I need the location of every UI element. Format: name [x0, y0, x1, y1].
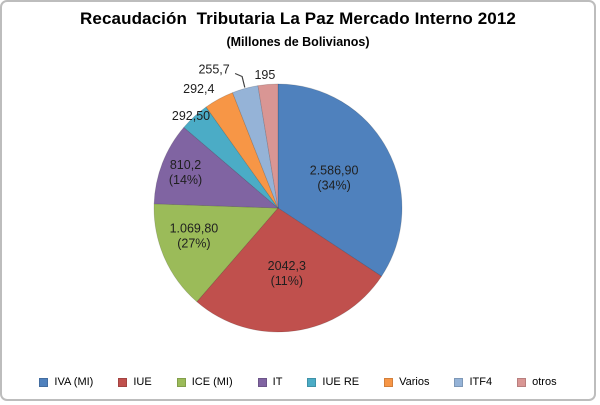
pie-slice-varios	[205, 92, 279, 209]
legend-label-varios: Varios	[399, 376, 430, 388]
legend-item-itf4: ITF4	[454, 376, 492, 388]
legend-label-ice-mi: ICE (MI)	[191, 376, 233, 388]
chart-subtitle: (Millones de Bolivianos)	[226, 35, 370, 49]
legend-label-itf4: ITF4	[469, 376, 493, 388]
legend-label-iue: IUE	[133, 376, 152, 388]
chart-legend: IVA (MI) IUE ICE (MI) IT IUE RE Varios ITF4 otr…	[2, 376, 594, 388]
slice-label-ice-mi: 1.069,80 (27%)	[170, 222, 219, 251]
legend-marker-varios	[384, 377, 394, 387]
legend-marker-iue-re	[307, 377, 317, 387]
pie-slice-otros	[257, 83, 279, 209]
pie-chart: 2.586,90 (34%) 2042,3 (11%) 1.069,80 (27%) 810…	[153, 63, 403, 333]
legend-item-it: IT	[257, 376, 283, 388]
legend-label-otros: otros	[532, 376, 557, 388]
pie-slice-iva-mi	[277, 83, 403, 277]
slice-label-iva-mi: 2.586,90 (34%)	[310, 164, 359, 193]
legend-label-iue-re: IUE RE	[322, 376, 360, 388]
slice-label-it: 810,2 (14%)	[169, 158, 202, 187]
legend-marker-otros	[517, 377, 527, 387]
legend-marker-iue	[118, 377, 128, 387]
slice-label-itf4: 255,7	[198, 63, 229, 77]
pie-slice-iue-re	[183, 106, 279, 209]
pie-slice-it	[153, 126, 279, 209]
legend-marker-iva-mi	[39, 377, 49, 387]
legend-item-iva-mi: IVA (MI)	[39, 376, 93, 388]
leader-line-itf4	[234, 72, 246, 88]
legend-item-varios: Varios	[384, 376, 429, 388]
legend-item-ice-mi: ICE (MI)	[176, 376, 233, 388]
pie-slice-ice-mi	[153, 203, 279, 303]
slice-label-otros: 195	[254, 68, 275, 82]
legend-item-iue: IUE	[118, 376, 152, 388]
slice-label-iue-re: 292,50	[172, 109, 210, 123]
pie-slice-iue	[196, 207, 382, 333]
legend-label-iva-mi: IVA (MI)	[54, 376, 94, 388]
slice-label-iue: 2042,3 (11%)	[268, 259, 306, 288]
legend-item-iue-re: IUE RE	[307, 376, 359, 388]
chart-title: Recaudación Tributaria La Paz Mercado In…	[80, 9, 516, 28]
pie-slice-itf4	[232, 85, 279, 209]
legend-marker-ice-mi	[176, 377, 186, 387]
legend-marker-it	[257, 377, 267, 387]
slice-label-varios: 292,4	[183, 82, 214, 96]
legend-item-otros: otros	[517, 376, 557, 388]
legend-marker-itf4	[454, 377, 464, 387]
legend-label-it: IT	[272, 376, 283, 388]
